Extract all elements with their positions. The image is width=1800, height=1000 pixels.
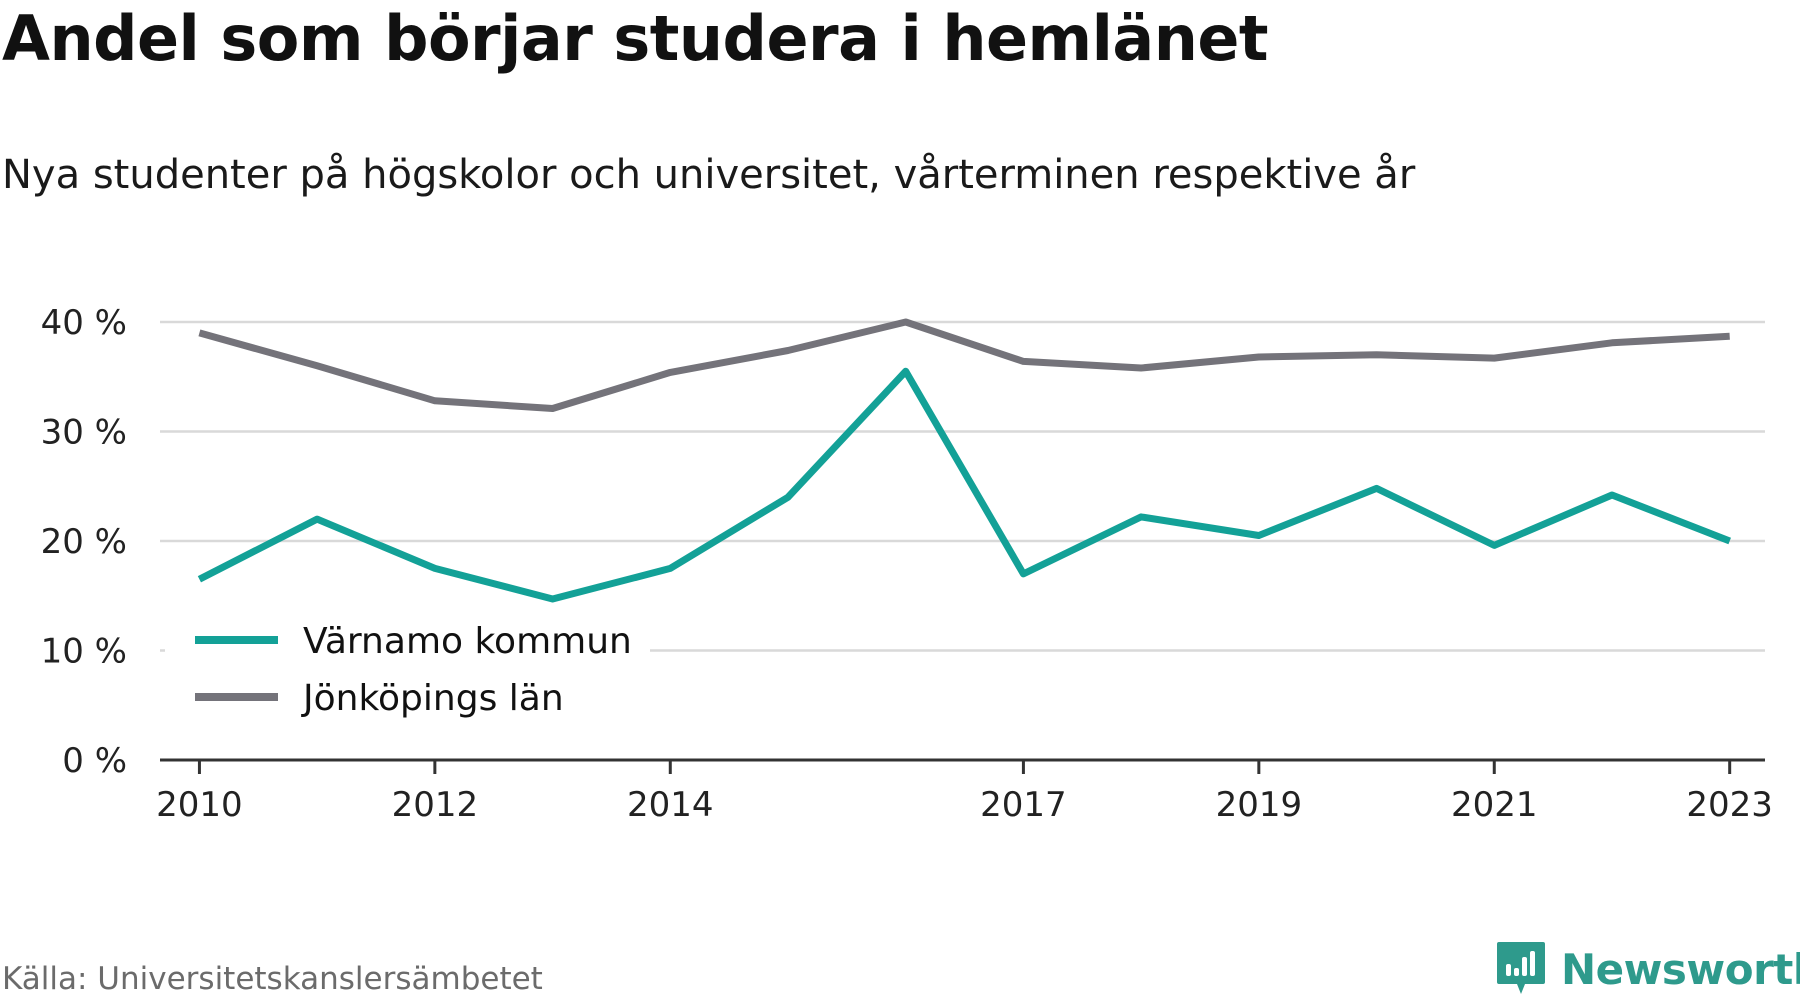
- series-line-0: [197, 367, 1731, 603]
- y-tick-label: 10 %: [41, 632, 127, 672]
- source-note: Källa: Universitetskanslersämbetet: [2, 961, 543, 997]
- y-tick-label: 40 %: [41, 303, 127, 343]
- x-tick-label: 2019: [1216, 785, 1303, 825]
- y-axis-ticks: 0 % 10 % 20 % 30 % 40 %: [41, 303, 127, 781]
- series-lines: [197, 318, 1731, 603]
- legend-label: Jönköpings län: [301, 678, 564, 719]
- legend-background: [165, 608, 650, 726]
- x-axis: 2010 2012 2014 2017 2019 2021 2023: [156, 758, 1773, 825]
- y-tick-label: 20 %: [41, 522, 127, 562]
- series-line-1: [198, 318, 1730, 412]
- x-tick-label: 2023: [1686, 785, 1773, 825]
- y-tick-label: 0 %: [62, 741, 127, 781]
- y-tick-label: 30 %: [41, 413, 127, 453]
- chart-title: Andel som börjar studera i hemlänet: [2, 2, 1269, 75]
- chart-subtitle: Nya studenter på högskolor och universit…: [2, 152, 1416, 198]
- legend-label: Värnamo kommun: [303, 621, 632, 662]
- x-tick-label: 2021: [1451, 785, 1538, 825]
- x-tick-label: 2017: [980, 785, 1067, 825]
- gridlines: [160, 320, 1765, 652]
- brand-logo: Newsworthy: [1495, 940, 1800, 998]
- x-tick-label: 2014: [627, 785, 714, 825]
- legend: Värnamo kommun Jönköpings län: [165, 608, 650, 726]
- x-tick-label: 2012: [392, 785, 479, 825]
- brand-name: Newsworthy: [1561, 944, 1800, 994]
- newsworthy-logo-icon: [1497, 942, 1545, 994]
- x-tick-label: 2010: [156, 785, 243, 825]
